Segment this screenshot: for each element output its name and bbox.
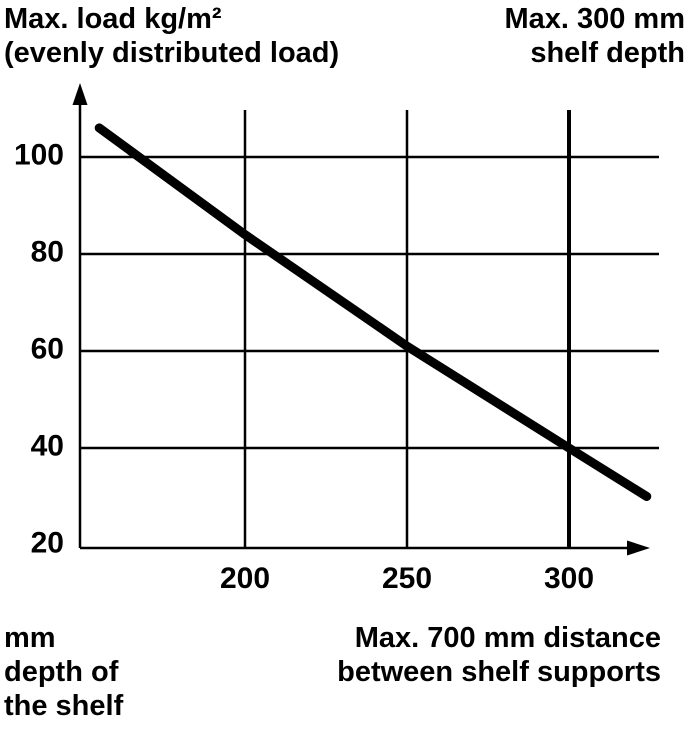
y-axis-title-line2: (evenly distributed load)	[4, 37, 340, 69]
max-support-distance-annotation: Max. 700 mm distance between shelf suppo…	[337, 621, 661, 689]
y-axis-title: Max. load kg/m² (evenly distributed load…	[4, 2, 339, 70]
x-tick-label-300: 300	[543, 562, 595, 595]
x-axis-title-line3: the shelf	[4, 690, 124, 722]
x-tick-label-200: 200	[219, 562, 271, 595]
max-support-distance-line1: Max. 700 mm distance	[354, 622, 661, 654]
max-shelf-depth-annotation: Max. 300 mm shelf depth	[504, 2, 685, 70]
max-shelf-depth-line2: shelf depth	[530, 37, 685, 69]
max-support-distance-line2: between shelf supports	[337, 656, 661, 688]
y-tick-label-40: 40	[30, 429, 64, 463]
y-tick-label-80: 80	[30, 235, 64, 269]
x-axis-title-line2: depth of	[4, 656, 119, 688]
y-axis-arrowhead-icon	[72, 83, 88, 105]
max-shelf-depth-line1: Max. 300 mm	[504, 3, 685, 35]
load-curve	[94, 123, 652, 501]
x-axis-title: mm depth of the shelf	[4, 621, 123, 723]
y-tick-label-100: 100	[13, 138, 64, 172]
x-axis-title-line1: mm	[4, 622, 56, 654]
y-axis-title-line1: Max. load kg/m²	[4, 3, 222, 35]
x-axis-arrowhead-icon	[627, 540, 650, 556]
x-tick-label-250: 250	[381, 562, 433, 595]
y-tick-label-20: 20	[30, 526, 64, 560]
y-tick-label-60: 60	[30, 332, 64, 366]
